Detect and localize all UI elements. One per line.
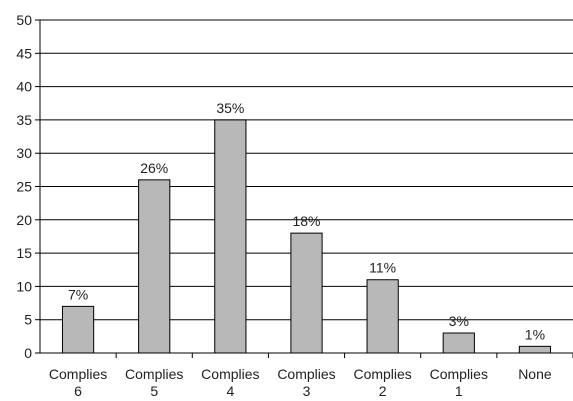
category-label: Complies bbox=[277, 366, 335, 382]
bar bbox=[290, 232, 323, 354]
category-label: Complies bbox=[353, 366, 411, 382]
bar bbox=[366, 279, 399, 354]
bar bbox=[61, 305, 95, 354]
data-label: 18% bbox=[292, 213, 320, 229]
data-label: 3% bbox=[449, 313, 469, 329]
data-label: 11% bbox=[369, 260, 396, 276]
y-tick-label: 0 bbox=[24, 345, 32, 361]
category-label: Complies bbox=[430, 366, 488, 382]
y-tick-label: 25 bbox=[16, 179, 32, 195]
category-label: 5 bbox=[150, 383, 158, 399]
data-labels: 7% 26% 35% 18% 11% 3% 1% bbox=[68, 100, 545, 342]
y-tick-label: 10 bbox=[16, 278, 32, 294]
bar bbox=[518, 345, 552, 354]
category-labels: Complies6Complies5Complies4Complies3Comp… bbox=[49, 366, 552, 399]
category-label: Complies bbox=[125, 366, 183, 382]
data-label: 26% bbox=[140, 160, 168, 176]
category-label: 3 bbox=[303, 383, 311, 399]
category-label: 2 bbox=[379, 383, 387, 399]
y-tick-label: 35 bbox=[16, 112, 32, 128]
y-tick-label: 20 bbox=[16, 212, 32, 228]
category-label: 4 bbox=[226, 383, 234, 399]
y-tick-labels: 0 5 10 15 20 25 30 35 40 45 50 bbox=[16, 12, 32, 361]
data-label: 1% bbox=[525, 326, 545, 342]
category-label: Complies bbox=[201, 366, 259, 382]
y-tick-label: 40 bbox=[16, 79, 32, 95]
data-label: 35% bbox=[216, 100, 244, 116]
category-label: 1 bbox=[455, 383, 463, 399]
category-label: 6 bbox=[74, 383, 82, 399]
y-tick-label: 15 bbox=[16, 245, 32, 261]
y-tick-label: 45 bbox=[16, 45, 32, 61]
data-label: 7% bbox=[68, 286, 88, 302]
bars bbox=[61, 119, 552, 354]
grid-lines bbox=[40, 19, 573, 321]
y-tick-label: 5 bbox=[24, 312, 32, 328]
y-tick-label: 30 bbox=[16, 145, 32, 161]
bar bbox=[442, 332, 475, 354]
bar bbox=[214, 119, 247, 354]
y-tick-label: 50 bbox=[16, 12, 32, 28]
category-label: Complies bbox=[49, 366, 107, 382]
bar bbox=[138, 179, 171, 354]
category-label: None bbox=[518, 366, 552, 382]
